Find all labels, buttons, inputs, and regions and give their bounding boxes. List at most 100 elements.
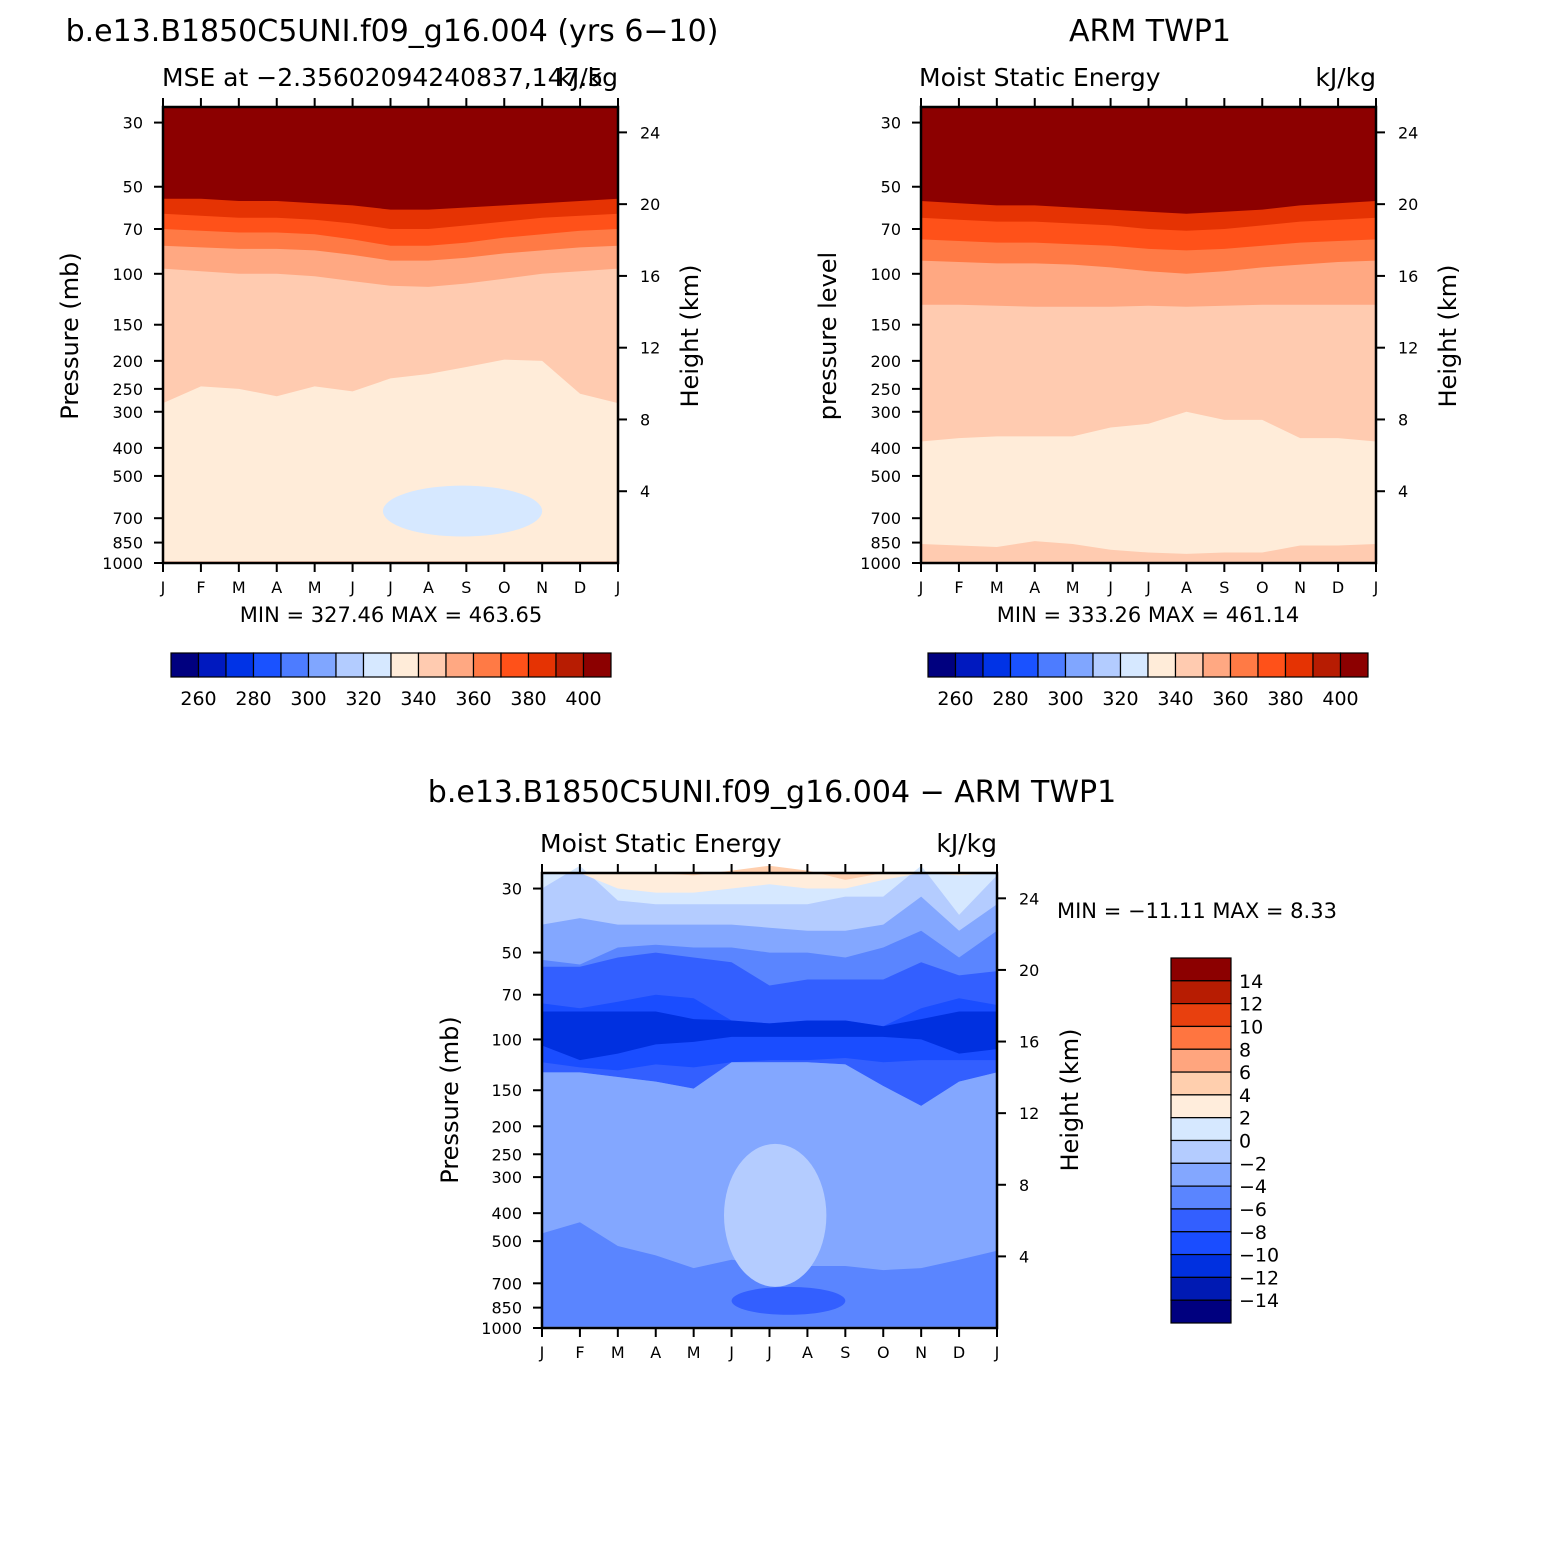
x-tick-label: S	[461, 578, 471, 597]
chart-model: b.e13.B1850C5UNI.f09_g16.004 (yrs 6−10) …	[56, 14, 718, 710]
chart-difference: b.e13.B1850C5UNI.f09_g16.004 − ARM TWP1 …	[428, 775, 1337, 1362]
colorbar-swatch	[1229, 652, 1259, 678]
y-tick-label: 500	[491, 1232, 522, 1251]
colorbar-label: 360	[455, 688, 491, 710]
colorbar-swatch	[252, 652, 282, 678]
x-tick-label: J	[615, 578, 621, 597]
colorbar-swatch	[954, 652, 984, 678]
colorbar-swatch	[1170, 1025, 1232, 1050]
chart-subtitle-right: kJ/kg	[1315, 63, 1376, 92]
x-tick-label: O	[1256, 578, 1269, 597]
axes: J F M A M J J A S O N D J 30 50 70 100 150 200 250 300 400 500…	[860, 98, 1418, 597]
chart-title: ARM TWP1	[1069, 14, 1231, 49]
x-tick-label: A	[423, 578, 434, 597]
colorbar-swatch	[1170, 1276, 1232, 1301]
x-tick-label: M	[1066, 578, 1080, 597]
colorbar-swatch	[555, 652, 585, 678]
colorbar-swatch	[1174, 652, 1204, 678]
chart-subtitle-right: kJ/kg	[936, 829, 997, 858]
y-right-tick-label: 16	[1398, 267, 1418, 286]
y-tick-label: 100	[491, 1030, 522, 1049]
colorbar-label: 280	[992, 688, 1028, 710]
y-tick-label: 700	[112, 509, 143, 528]
x-tick-label: J	[1145, 578, 1151, 597]
x-tick-label: M	[611, 1343, 625, 1362]
colorbar-label: 12	[1239, 994, 1263, 1016]
colorbar-label: 260	[180, 688, 216, 710]
colorbar-label: 320	[1102, 688, 1138, 710]
min-max-label: MIN = 333.26 MAX = 461.14	[997, 603, 1299, 627]
colorbar-label: 380	[510, 688, 546, 710]
colorbar-swatch	[280, 652, 310, 678]
colorbar-swatch	[1170, 980, 1232, 1005]
y-tick-label: 30	[881, 114, 901, 133]
y-tick-label: 1000	[102, 554, 143, 573]
y-right-tick-label: 12	[1019, 1104, 1039, 1123]
colorbar-swatch	[1170, 1094, 1232, 1119]
colorbar-swatch	[1257, 652, 1287, 678]
colorbar-label: −6	[1239, 1199, 1267, 1221]
chart-title: b.e13.B1850C5UNI.f09_g16.004 (yrs 6−10)	[66, 14, 719, 49]
colorbar-label: 340	[1157, 688, 1193, 710]
x-tick-label: M	[990, 578, 1004, 597]
colorbar-swatch	[1170, 1208, 1232, 1233]
colorbar-label: 6	[1239, 1062, 1251, 1084]
y-right-tick-label: 16	[640, 267, 660, 286]
x-tick-label: A	[1029, 578, 1040, 597]
colorbar-swatch	[417, 652, 447, 678]
y-tick-label: 1000	[481, 1319, 522, 1338]
colorbar-swatch	[1339, 652, 1369, 678]
x-tick-label: J	[1107, 578, 1113, 597]
y-tick-label: 250	[491, 1145, 522, 1164]
x-tick-label: J	[994, 1343, 1000, 1362]
colorbar-swatch	[1170, 957, 1232, 982]
x-tick-label: D	[574, 578, 586, 597]
x-tick-label: O	[498, 578, 511, 597]
x-tick-label: J	[918, 578, 924, 597]
contour-region-320-330	[382, 485, 543, 537]
y-axis-right-label: Height (km)	[1056, 1029, 1084, 1172]
colorbar-swatch	[1170, 1117, 1232, 1142]
y-axis-label: pressure level	[814, 252, 842, 420]
x-tick-label: J	[349, 578, 355, 597]
colorbar-swatch	[390, 652, 420, 678]
y-right-tick-label: 8	[1398, 410, 1408, 429]
y-tick-label: 100	[870, 265, 901, 284]
contour-region-neg2-0	[724, 1143, 827, 1287]
x-tick-label: S	[840, 1343, 850, 1362]
colorbar-label: 8	[1239, 1039, 1251, 1061]
contour-band-above-400	[163, 107, 618, 210]
colorbar-label: 10	[1239, 1016, 1263, 1038]
colorbar: 260 280 300 320 340 360 380 400	[927, 652, 1369, 710]
contour-plot	[542, 865, 997, 1328]
colorbar-swatch	[582, 652, 612, 678]
x-tick-label: D	[953, 1343, 965, 1362]
colorbar-swatch	[500, 652, 530, 678]
colorbar-swatch	[982, 652, 1012, 678]
y-tick-label: 30	[123, 114, 143, 133]
colorbar-label: 300	[290, 688, 326, 710]
x-tick-label: N	[1294, 578, 1306, 597]
x-tick-label: J	[160, 578, 166, 597]
y-axis-right-label: Height (km)	[676, 265, 704, 408]
y-tick-label: 200	[112, 352, 143, 371]
y-tick-label: 500	[870, 467, 901, 486]
x-tick-label: A	[1181, 578, 1192, 597]
colorbar-label: 2	[1239, 1108, 1251, 1130]
y-tick-label: 70	[502, 986, 522, 1005]
y-tick-label: 150	[870, 316, 901, 335]
colorbar-swatch	[197, 652, 227, 678]
y-right-tick-label: 24	[640, 123, 660, 142]
contour-plot	[921, 107, 1376, 563]
colorbar-swatch	[1170, 1071, 1232, 1096]
colorbar-swatch	[1170, 1048, 1232, 1073]
colorbar-swatch	[1170, 1003, 1232, 1028]
min-max-label: MIN = −11.11 MAX = 8.33	[1057, 899, 1337, 923]
colorbar-swatch	[1147, 652, 1177, 678]
contour-band-above-400	[921, 107, 1376, 214]
y-right-tick-label: 8	[1019, 1176, 1029, 1195]
x-tick-label: N	[536, 578, 548, 597]
colorbar-label: 280	[235, 688, 271, 710]
colorbar-swatch	[1170, 1253, 1232, 1278]
